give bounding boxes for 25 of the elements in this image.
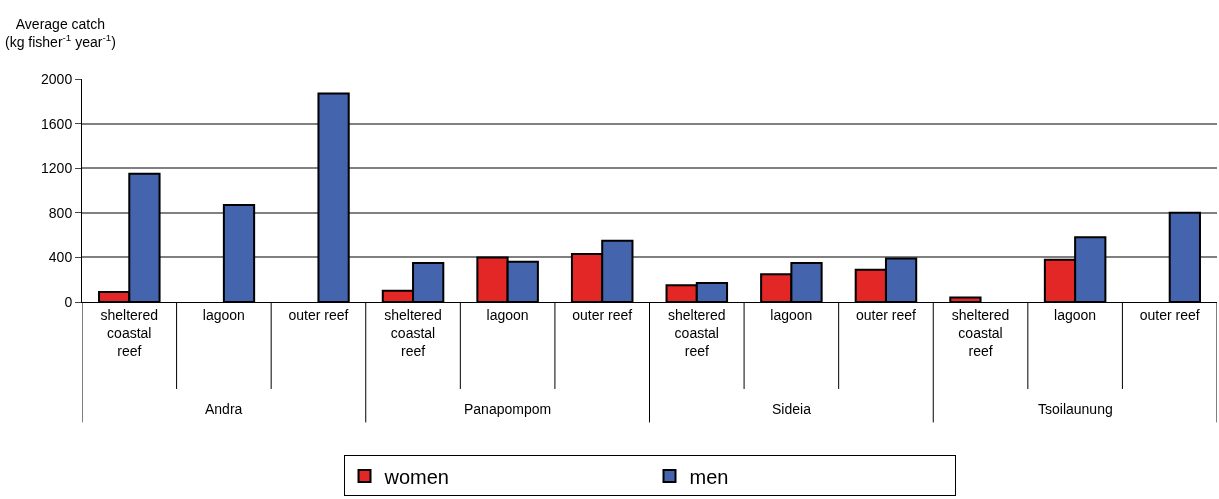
x-tick-label: lagoon bbox=[1054, 306, 1097, 323]
legend-label: women bbox=[383, 465, 449, 488]
x-tick-label: outer reef bbox=[855, 306, 917, 323]
x-tick-label: outer reef bbox=[1139, 306, 1200, 323]
x-tick-label: sheltered coastal reef bbox=[384, 306, 442, 360]
y-tick-label: 400 bbox=[48, 249, 73, 266]
legend-label: men bbox=[689, 465, 729, 488]
y-tick-label: 0 bbox=[64, 293, 73, 310]
x-tick-label: lagoon bbox=[770, 306, 813, 323]
x-tick-label: sheltered coastal reef bbox=[951, 306, 1010, 360]
x-tick-label: outer reef bbox=[572, 306, 633, 323]
y-tick-label: 2000 bbox=[41, 70, 73, 87]
y-axis-title: Average catch (kg fisher$^{-1}$ year$^{-1}$) bbox=[5, 16, 116, 51]
x-tick-label: outer reef bbox=[288, 306, 349, 323]
x-tick-label: sheltered coastal reef bbox=[100, 306, 159, 360]
text: Tsoilaunung bbox=[1038, 401, 1113, 417]
y-tick-label: 800 bbox=[48, 204, 73, 221]
text: Andra bbox=[205, 401, 243, 417]
x-tick-label: sheltered coastal reef bbox=[667, 306, 726, 360]
text: Panapompom bbox=[464, 401, 552, 417]
y-tick-label: 1600 bbox=[41, 115, 73, 132]
text: Sideia bbox=[772, 401, 812, 417]
x-tick-label: lagoon bbox=[486, 306, 529, 323]
y-tick-label: 1200 bbox=[41, 160, 73, 177]
x-tick-label: lagoon bbox=[202, 306, 245, 323]
